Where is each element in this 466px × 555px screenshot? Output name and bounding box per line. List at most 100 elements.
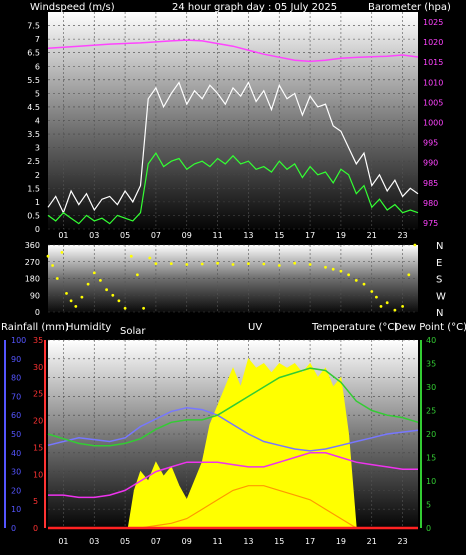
wind-direction-point xyxy=(105,288,108,292)
temperature-tick-label: 35 xyxy=(426,360,436,369)
windspeed-axis-label: Windspeed (m/s) xyxy=(30,2,115,13)
barometer-line xyxy=(47,39,419,63)
humidity-tick-label: 60 xyxy=(11,411,21,420)
humidity-tick-label: 80 xyxy=(11,374,21,383)
uv-line xyxy=(48,485,418,529)
rainfall-tick-label: 5 xyxy=(33,497,38,506)
humidity-tick-label: 0 xyxy=(11,524,16,533)
wind-direction-point xyxy=(51,264,54,267)
wind-direction-point xyxy=(385,301,389,305)
barometer-tick-label: 990 xyxy=(423,159,438,168)
temperature-tick-label: 15 xyxy=(426,454,436,463)
hour-tick-label: 07 xyxy=(151,537,161,546)
graph-title: 24 hour graph day : 05 July 2025 xyxy=(172,2,337,13)
wind-plot-series xyxy=(47,39,419,225)
wind-direction-degrees-axis: 0 90 180 270 360 xyxy=(25,241,40,317)
wind-direction-point xyxy=(65,292,68,295)
windspeed-tick-label: 0 xyxy=(35,225,40,234)
hour-tick-label: 13 xyxy=(243,537,253,546)
wind-direction-point xyxy=(99,279,102,282)
barometer-tick-label: 1020 xyxy=(423,38,443,47)
hour-tick-label: 15 xyxy=(274,537,284,546)
hour-tick-label: 19 xyxy=(336,231,346,240)
windspeed-tick-label: 3 xyxy=(35,144,40,153)
hour-tick-label: 21 xyxy=(367,537,377,546)
wind-direction-point xyxy=(86,282,90,286)
direction-degree-label: 180 xyxy=(25,275,40,284)
humidity-axis: 0 10 20 30 40 50 60 70 80 90 100 xyxy=(11,336,26,533)
wind-direction-point xyxy=(142,306,146,310)
hour-tick-label: 19 xyxy=(336,537,346,546)
compass-label: N xyxy=(436,308,443,319)
barometer-tick-label: 975 xyxy=(423,219,438,228)
barometer-tick-label: 1015 xyxy=(423,58,443,67)
wind-direction-point xyxy=(216,261,220,265)
hour-tick-label: 07 xyxy=(151,231,161,240)
wind-direction-point xyxy=(407,273,411,277)
barometer-tick-label: 1025 xyxy=(423,18,443,27)
hour-tick-label: 09 xyxy=(182,537,192,546)
wind-direction-point xyxy=(185,263,189,266)
wind-direction-point xyxy=(375,295,378,299)
windspeed-tick-label: 2 xyxy=(35,171,40,180)
hour-tick-label: 23 xyxy=(397,231,407,240)
wind-direction-series xyxy=(46,243,417,312)
wind-direction-point xyxy=(277,264,281,267)
rainfall-label: Rainfall (mm) xyxy=(1,322,69,333)
hour-tick-label: 11 xyxy=(212,537,222,546)
dewpoint-line xyxy=(48,452,418,499)
wind-direction-point xyxy=(339,269,343,273)
gust-line xyxy=(47,81,419,215)
hour-tick-label: 11 xyxy=(212,231,222,240)
barometer-tick-label: 980 xyxy=(423,199,438,208)
rainfall-axis: 0 5 10 15 20 25 30 35 xyxy=(33,336,43,533)
barometer-tick-label: 1000 xyxy=(423,119,443,128)
windspeed-tick-label: 6.5 xyxy=(27,49,40,58)
humidity-tick-label: 10 xyxy=(11,505,21,514)
barometer-tick-label: 985 xyxy=(423,179,438,188)
wind-direction-point xyxy=(169,262,173,265)
temperature-tick-label: 20 xyxy=(426,430,436,439)
temperature-line xyxy=(47,367,419,447)
humidity-tick-label: 30 xyxy=(11,468,21,477)
windspeed-tick-label: 3.5 xyxy=(27,130,40,139)
barometer-tick-label: 1005 xyxy=(423,98,443,107)
solar-area xyxy=(48,357,418,529)
hour-tick-label: 03 xyxy=(89,231,99,240)
windspeed-axis: 0 0.5 1 1.5 2 2.5 3 3.5 4 4.5 5 5.5 6 6.5 7 7.5 xyxy=(27,22,40,234)
windspeed-tick-label: 7 xyxy=(35,35,40,44)
rainfall-tick-label: 0 xyxy=(33,524,38,533)
barometer-tick-label: 1010 xyxy=(423,78,443,87)
hour-tick-label: 05 xyxy=(120,537,130,546)
wind-direction-point xyxy=(324,265,327,269)
wind-direction-point xyxy=(331,267,335,271)
temperature-tick-label: 5 xyxy=(426,501,431,510)
direction-degree-label: 0 xyxy=(35,308,40,317)
windspeed-tick-label: 0.5 xyxy=(27,211,40,220)
compass-label: W xyxy=(436,291,446,302)
hour-tick-label: 05 xyxy=(120,231,130,240)
temperature-label: Temperature (°C) xyxy=(311,322,398,333)
average-line xyxy=(47,151,419,225)
temperature-tick-label: 0 xyxy=(426,524,431,533)
hour-tick-label: 17 xyxy=(305,231,315,240)
hour-tick-label: 01 xyxy=(58,537,68,546)
barometer-tick-label: 995 xyxy=(423,139,438,148)
wind-direction-point xyxy=(262,262,266,266)
wind-direction-point xyxy=(60,251,64,254)
rainfall-tick-label: 10 xyxy=(33,470,43,479)
temperature-tick-label: 30 xyxy=(426,383,436,392)
hour-tick-label: 23 xyxy=(397,537,407,546)
weather-plot-series xyxy=(47,357,419,530)
compass-label: E xyxy=(436,258,442,269)
windspeed-tick-label: 4.5 xyxy=(27,103,40,112)
humidity-tick-label: 40 xyxy=(11,449,21,458)
dewpoint-label: Dew Point (°C) xyxy=(394,322,466,333)
wind-hour-axis: 01 03 05 07 09 11 13 15 17 19 21 23 xyxy=(58,231,407,240)
wind-direction-grid xyxy=(48,244,418,313)
windspeed-tick-label: 5.5 xyxy=(27,76,40,85)
wind-direction-point xyxy=(379,305,383,308)
windspeed-tick-label: 1 xyxy=(35,198,40,207)
wind-direction-point xyxy=(347,273,350,277)
